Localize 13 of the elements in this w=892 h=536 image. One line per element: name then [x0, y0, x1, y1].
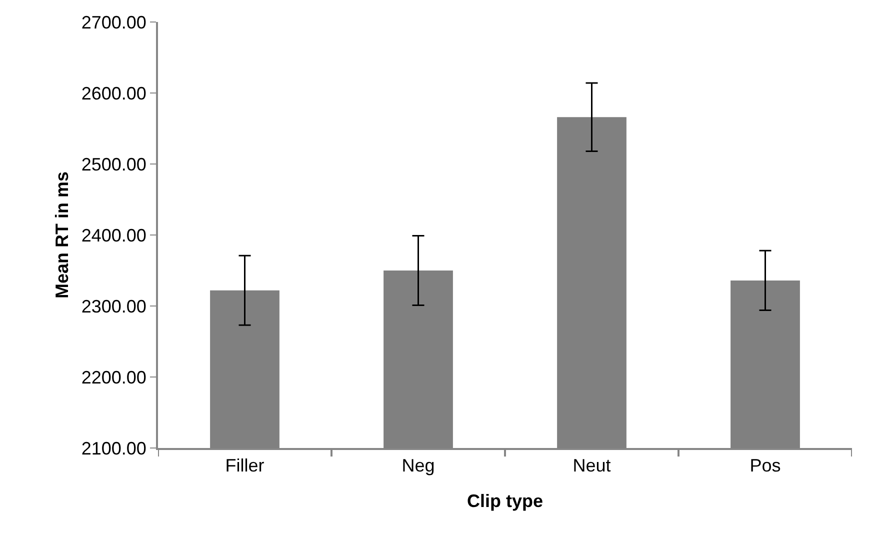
y-axis-title: Mean RT in ms — [52, 171, 72, 299]
x-tick-label: Filler — [225, 456, 264, 476]
y-tick-label: 2300.00 — [81, 296, 146, 316]
y-tick-label: 2700.00 — [81, 12, 146, 32]
x-tick-label: Pos — [750, 456, 781, 476]
y-tick-label: 2100.00 — [81, 438, 146, 458]
x-tick-label: Neut — [572, 456, 611, 476]
x-axis-title: Clip type — [466, 491, 544, 512]
y-tick-label: 2200.00 — [81, 367, 146, 388]
x-tick-label: Neg — [402, 456, 435, 476]
y-tick-label: 2500.00 — [81, 154, 146, 174]
y-tick-label: 2400.00 — [81, 225, 146, 246]
y-tick-label: 2600.00 — [81, 83, 146, 104]
